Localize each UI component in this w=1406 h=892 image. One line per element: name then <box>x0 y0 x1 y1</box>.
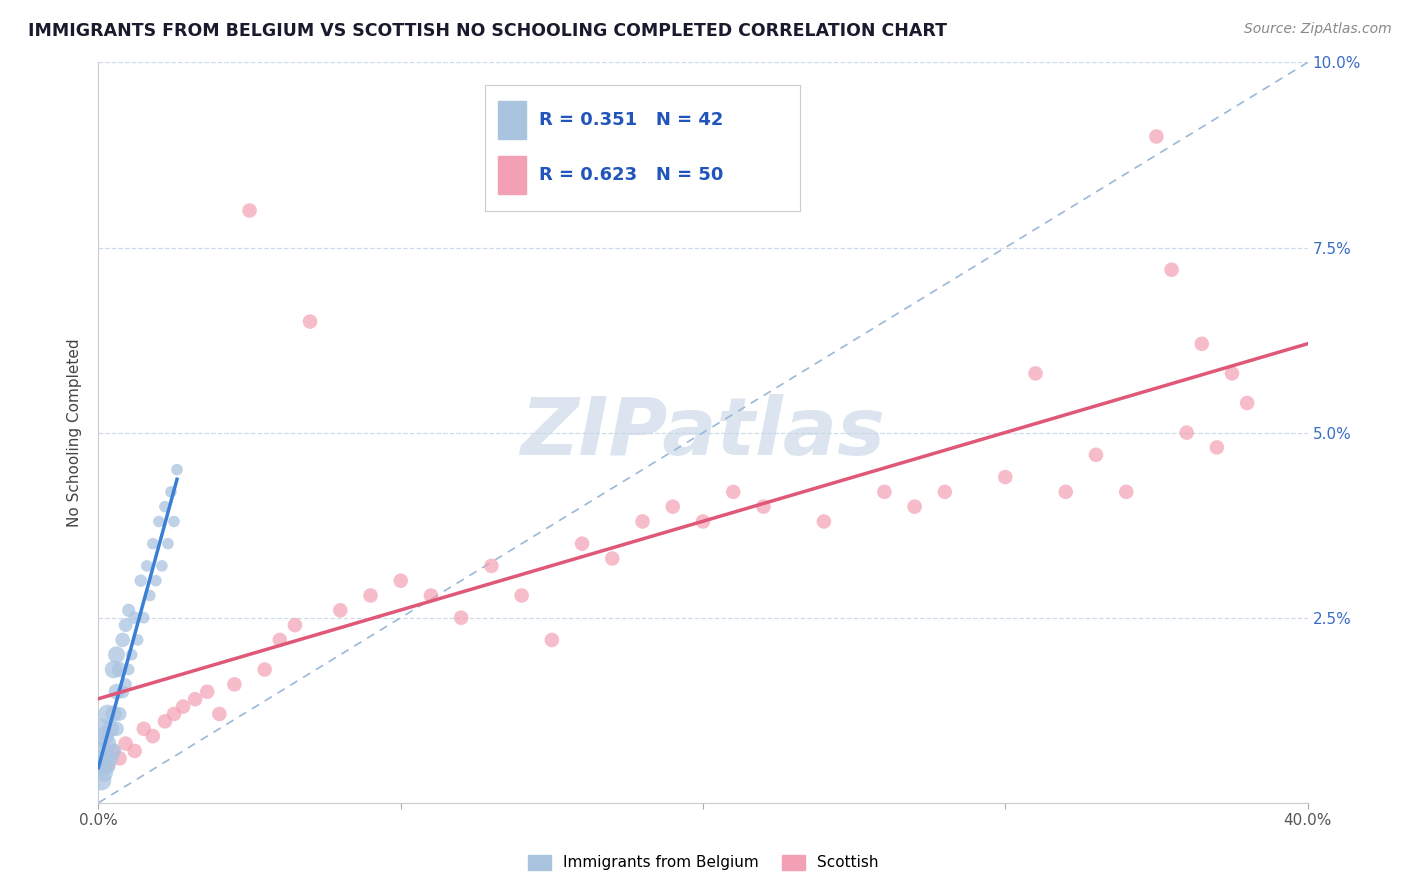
Point <box>420 589 443 603</box>
Point <box>96 758 118 772</box>
Point <box>90 773 112 788</box>
Point <box>118 663 141 677</box>
Point <box>934 484 956 499</box>
Point <box>160 484 183 499</box>
Point <box>142 729 165 743</box>
Point <box>90 722 112 736</box>
Point <box>142 536 165 550</box>
Point <box>253 663 276 677</box>
Point <box>93 751 115 765</box>
Point <box>540 632 562 647</box>
Point <box>105 685 128 699</box>
Point <box>129 574 152 588</box>
Point <box>96 706 118 721</box>
Point <box>103 663 125 677</box>
Point <box>1144 129 1167 144</box>
Point <box>108 706 131 721</box>
Point <box>1191 336 1213 351</box>
Point <box>1206 441 1229 455</box>
Point <box>904 500 927 514</box>
Point <box>389 574 412 588</box>
Text: Source: ZipAtlas.com: Source: ZipAtlas.com <box>1244 22 1392 37</box>
Point <box>100 751 122 765</box>
Point <box>1085 448 1108 462</box>
Point <box>93 729 115 743</box>
Point <box>450 610 472 624</box>
Point <box>360 589 382 603</box>
Point <box>329 603 352 617</box>
Point <box>195 685 218 699</box>
Point <box>139 589 162 603</box>
Point <box>1175 425 1198 440</box>
Point <box>166 462 188 476</box>
Point <box>813 515 835 529</box>
Y-axis label: No Schooling Completed: No Schooling Completed <box>67 338 83 527</box>
Point <box>148 515 170 529</box>
Point <box>96 737 118 751</box>
Point <box>571 536 593 550</box>
Point <box>602 551 624 566</box>
Point <box>124 744 146 758</box>
Point <box>1115 484 1137 499</box>
Point <box>103 744 125 758</box>
Point <box>723 484 745 499</box>
Point <box>145 574 167 588</box>
Point <box>1236 396 1258 410</box>
Point <box>481 558 503 573</box>
Point <box>111 685 134 699</box>
Point <box>90 744 112 758</box>
Point <box>1054 484 1077 499</box>
Point <box>692 515 714 529</box>
Text: IMMIGRANTS FROM BELGIUM VS SCOTTISH NO SCHOOLING COMPLETED CORRELATION CHART: IMMIGRANTS FROM BELGIUM VS SCOTTISH NO S… <box>28 22 948 40</box>
Point <box>510 589 533 603</box>
Point <box>93 766 115 780</box>
Point <box>994 470 1017 484</box>
Point <box>132 722 155 736</box>
Point <box>111 632 134 647</box>
Point <box>284 618 307 632</box>
Point <box>239 203 262 218</box>
Point <box>153 500 176 514</box>
Point <box>100 722 122 736</box>
Point <box>90 758 112 772</box>
Point <box>108 663 131 677</box>
Point <box>103 706 125 721</box>
Point <box>208 706 231 721</box>
Point <box>1220 367 1243 381</box>
Point <box>752 500 775 514</box>
Point <box>124 610 146 624</box>
Point <box>163 706 186 721</box>
Legend: Immigrants from Belgium, Scottish: Immigrants from Belgium, Scottish <box>522 848 884 877</box>
Point <box>184 692 207 706</box>
Point <box>1024 367 1046 381</box>
Point <box>114 677 136 691</box>
Point <box>153 714 176 729</box>
Point <box>172 699 194 714</box>
Point <box>269 632 291 647</box>
Point <box>105 648 128 662</box>
Point <box>299 314 322 328</box>
Point <box>114 737 136 751</box>
Text: ZIPatlas: ZIPatlas <box>520 393 886 472</box>
Point <box>1160 262 1182 277</box>
Point <box>108 751 131 765</box>
Point <box>224 677 246 691</box>
Point <box>150 558 173 573</box>
Point <box>114 618 136 632</box>
Point <box>96 758 118 772</box>
Point <box>631 515 654 529</box>
Point <box>163 515 186 529</box>
Point <box>661 500 683 514</box>
Point <box>127 632 149 647</box>
Point <box>873 484 896 499</box>
Point <box>103 744 125 758</box>
Point <box>105 722 128 736</box>
Point <box>135 558 157 573</box>
Point <box>118 603 141 617</box>
Point <box>156 536 179 550</box>
Point <box>132 610 155 624</box>
Point <box>121 648 143 662</box>
